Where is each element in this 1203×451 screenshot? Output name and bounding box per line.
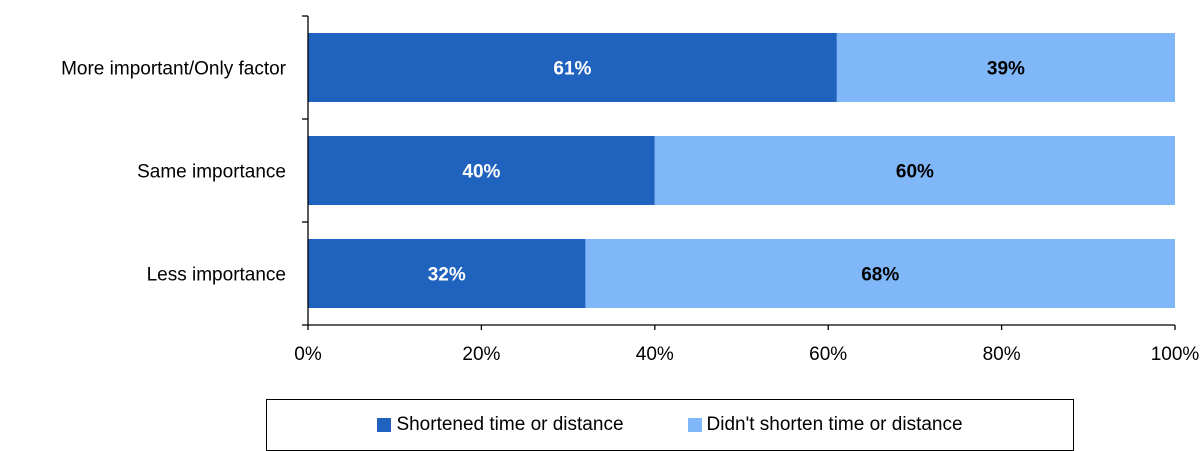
category-labels-group: More important/Only factor Same importanc…: [61, 59, 287, 286]
data-label: 60%: [896, 162, 934, 183]
data-labels-group: 61% 39% 40% 60% 32% 68%: [428, 59, 1025, 286]
x-tick-label: 80%: [983, 344, 1021, 365]
legend-swatch-not-shortened: [687, 418, 702, 432]
bar-not-shortened-0: [836, 33, 1175, 102]
axes-group: [302, 15, 1176, 330]
data-label: 61%: [553, 59, 591, 80]
bar-not-shortened-1: [654, 136, 1175, 205]
bar-not-shortened-2: [585, 239, 1175, 308]
x-tick-label: 60%: [809, 344, 847, 365]
category-label: Same importance: [137, 162, 286, 183]
bar-shortened-2: [308, 239, 586, 308]
stacked-bar-chart: 61% 39% 40% 60% 32% 68% More important/Only f…: [61, 15, 1199, 365]
bar-shortened-1: [308, 136, 655, 205]
bars-group: [308, 33, 1175, 308]
legend-label-shortened: Shortened time or distance: [396, 414, 624, 435]
category-label: Less importance: [147, 265, 286, 286]
data-label: 32%: [428, 265, 466, 286]
legend-item-not-shortened: Didn't shorten time or distance: [687, 414, 963, 436]
legend-swatch-shortened: [377, 418, 392, 432]
x-tick-label: 0%: [294, 344, 322, 365]
legend-label-not-shortened: Didn't shorten time or distance: [706, 414, 963, 435]
bar-shortened-0: [308, 33, 837, 102]
x-tick-label: 40%: [636, 344, 674, 365]
x-tick-label: 100%: [1151, 344, 1200, 365]
x-tick-label: 20%: [462, 344, 500, 365]
data-label: 39%: [987, 59, 1025, 80]
category-label: More important/Only factor: [61, 59, 287, 80]
legend-item-shortened: Shortened time or distance: [377, 414, 624, 436]
data-label: 40%: [462, 162, 500, 183]
data-label: 68%: [861, 265, 899, 286]
legend: Shortened time or distance Didn't shorte…: [266, 399, 1074, 451]
x-tick-labels-group: 0% 20% 40% 60% 80% 100%: [294, 344, 1199, 365]
